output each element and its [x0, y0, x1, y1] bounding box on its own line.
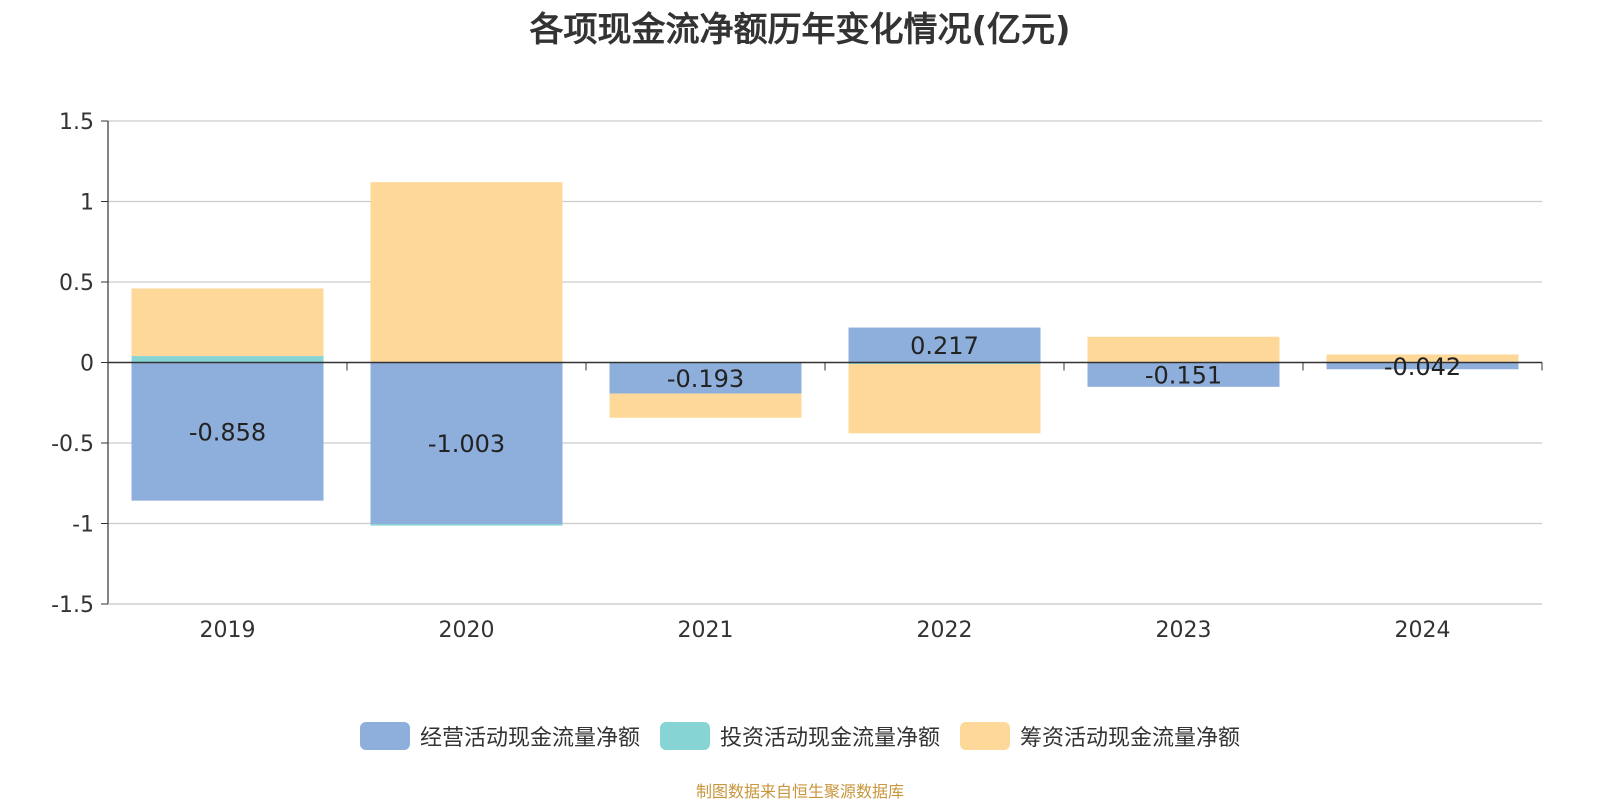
bar-1-2020: [370, 523, 563, 526]
y-tick-label: 1.5: [59, 110, 94, 135]
data-label: -0.042: [1384, 353, 1461, 381]
data-label: -0.193: [667, 365, 744, 393]
bar-2-2020: [370, 182, 563, 363]
data-label: 0.217: [910, 332, 979, 360]
bar-0-2023: [1087, 362, 1280, 387]
bar-0-2019: [131, 362, 324, 501]
legend: 经营活动现金流量净额 投资活动现金流量净额 筹资活动现金流量净额: [0, 720, 1600, 752]
y-tick-label: -1.5: [51, 593, 94, 618]
legend-item-financing[interactable]: 筹资活动现金流量净额: [960, 720, 1240, 752]
bar-1-2022: [848, 362, 1041, 365]
bar-0-2024: [1326, 362, 1519, 370]
x-tick-label: 2023: [1156, 618, 1212, 643]
bar-1-2019: [131, 356, 324, 363]
bar-2-2022: [848, 364, 1041, 434]
chart-title: 各项现金流净额历年变化情况(亿元): [529, 10, 1071, 50]
x-tick-label: 2020: [439, 618, 495, 643]
legend-label-investing: 投资活动现金流量净额: [719, 726, 940, 751]
bar-2-2021: [609, 393, 802, 418]
x-tick-label: 2022: [917, 618, 973, 643]
bar-2-2019: [131, 288, 324, 357]
legend-label-financing: 筹资活动现金流量净额: [1020, 726, 1241, 751]
bar-0-2021: [609, 362, 802, 394]
data-label: -0.151: [1145, 362, 1222, 390]
data-label: -0.858: [189, 419, 266, 447]
legend-swatch-financing: [960, 722, 1010, 750]
y-tick-label: -0.5: [51, 432, 94, 457]
source-note: 制图数据来自恒生聚源数据库: [695, 782, 904, 801]
bar-2-2023: [1087, 336, 1280, 363]
y-tick-label: 0.5: [59, 271, 94, 296]
y-tick-label: -1: [72, 513, 94, 538]
x-tick-label: 2019: [200, 618, 256, 643]
y-tick-label: 0: [80, 352, 94, 377]
x-tick-label: 2021: [678, 618, 734, 643]
x-tick-label: 2024: [1395, 618, 1451, 643]
data-label: -1.003: [428, 430, 505, 458]
y-tick-label: 1: [80, 191, 94, 216]
legend-label-operating: 经营活动现金流量净额: [419, 726, 640, 751]
legend-swatch-operating: [359, 722, 410, 750]
legend-item-operating[interactable]: 经营活动现金流量净额: [359, 720, 640, 752]
bar-0-2020: [370, 362, 563, 524]
legend-item-investing[interactable]: 投资活动现金流量净额: [659, 720, 940, 752]
bar-2-2024: [1326, 354, 1519, 363]
bar-0-2022: [848, 327, 1041, 363]
legend-swatch-investing: [659, 722, 710, 750]
